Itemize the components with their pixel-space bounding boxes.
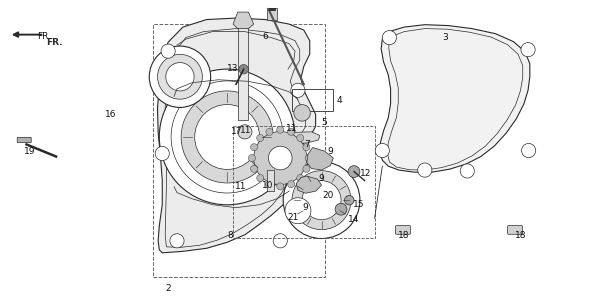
Text: 20: 20 bbox=[322, 191, 334, 200]
Text: 10: 10 bbox=[261, 181, 273, 190]
Circle shape bbox=[375, 143, 389, 158]
Text: 11: 11 bbox=[235, 182, 247, 191]
FancyBboxPatch shape bbox=[507, 226, 523, 234]
Text: 9: 9 bbox=[319, 174, 324, 183]
Circle shape bbox=[305, 154, 312, 162]
Circle shape bbox=[181, 91, 273, 183]
FancyBboxPatch shape bbox=[395, 226, 411, 234]
Circle shape bbox=[251, 144, 258, 151]
Text: 14: 14 bbox=[348, 215, 360, 224]
Circle shape bbox=[257, 175, 264, 182]
Text: 18: 18 bbox=[514, 231, 526, 240]
Text: FR.: FR. bbox=[37, 32, 51, 41]
Circle shape bbox=[522, 143, 536, 158]
Circle shape bbox=[158, 54, 202, 99]
Polygon shape bbox=[307, 147, 333, 170]
Circle shape bbox=[297, 175, 304, 182]
Circle shape bbox=[195, 104, 260, 169]
Circle shape bbox=[277, 183, 284, 190]
Text: FR.: FR. bbox=[46, 38, 63, 47]
Circle shape bbox=[297, 135, 304, 141]
Text: 6: 6 bbox=[263, 32, 268, 41]
Circle shape bbox=[149, 46, 211, 107]
Circle shape bbox=[287, 128, 294, 135]
Circle shape bbox=[303, 144, 310, 151]
Circle shape bbox=[266, 128, 273, 135]
Circle shape bbox=[257, 135, 264, 141]
Circle shape bbox=[288, 167, 302, 182]
Circle shape bbox=[345, 195, 354, 205]
Circle shape bbox=[285, 198, 311, 224]
Circle shape bbox=[266, 181, 273, 188]
Circle shape bbox=[291, 83, 305, 98]
Bar bbox=[238, 24, 248, 120]
Circle shape bbox=[283, 162, 360, 238]
Bar bbox=[233, 126, 375, 238]
Circle shape bbox=[303, 165, 310, 172]
Circle shape bbox=[335, 203, 347, 215]
Text: 17: 17 bbox=[231, 127, 243, 136]
Bar bbox=[267, 8, 277, 20]
Text: 9: 9 bbox=[327, 147, 333, 156]
Text: 11: 11 bbox=[240, 126, 251, 135]
Bar bbox=[153, 24, 324, 277]
Text: 15: 15 bbox=[353, 200, 365, 209]
Circle shape bbox=[287, 181, 294, 188]
FancyBboxPatch shape bbox=[17, 137, 31, 143]
Circle shape bbox=[159, 69, 295, 205]
Text: 2: 2 bbox=[165, 284, 171, 293]
Text: 5: 5 bbox=[322, 118, 327, 127]
Text: 13: 13 bbox=[227, 64, 239, 73]
Circle shape bbox=[521, 42, 535, 57]
Text: 11: 11 bbox=[286, 124, 297, 133]
Circle shape bbox=[382, 30, 396, 45]
Circle shape bbox=[292, 171, 351, 230]
Text: 19: 19 bbox=[24, 147, 36, 156]
Polygon shape bbox=[158, 18, 316, 253]
Text: 12: 12 bbox=[360, 169, 372, 178]
Polygon shape bbox=[282, 132, 320, 144]
Polygon shape bbox=[233, 12, 254, 29]
Text: 16: 16 bbox=[105, 110, 117, 119]
Circle shape bbox=[161, 44, 175, 58]
Circle shape bbox=[294, 105, 310, 121]
Circle shape bbox=[460, 164, 474, 178]
Polygon shape bbox=[296, 176, 322, 193]
Text: 3: 3 bbox=[442, 33, 448, 42]
Bar bbox=[267, 170, 274, 191]
Text: 4: 4 bbox=[336, 96, 342, 105]
Circle shape bbox=[268, 146, 292, 170]
Circle shape bbox=[273, 234, 287, 248]
Circle shape bbox=[251, 165, 258, 172]
Circle shape bbox=[254, 132, 307, 185]
Circle shape bbox=[348, 166, 360, 178]
Circle shape bbox=[418, 163, 432, 177]
Circle shape bbox=[239, 64, 248, 74]
Circle shape bbox=[238, 125, 252, 139]
Circle shape bbox=[248, 154, 255, 162]
Circle shape bbox=[277, 126, 284, 133]
Polygon shape bbox=[380, 25, 530, 172]
Circle shape bbox=[166, 63, 194, 91]
Text: 18: 18 bbox=[398, 231, 410, 240]
Text: 9: 9 bbox=[303, 203, 309, 212]
Circle shape bbox=[302, 181, 341, 220]
Text: 8: 8 bbox=[227, 231, 233, 240]
Bar bbox=[292, 89, 333, 111]
Circle shape bbox=[170, 234, 184, 248]
Circle shape bbox=[155, 146, 169, 161]
Text: 21: 21 bbox=[287, 213, 299, 222]
Text: 7: 7 bbox=[304, 140, 310, 149]
